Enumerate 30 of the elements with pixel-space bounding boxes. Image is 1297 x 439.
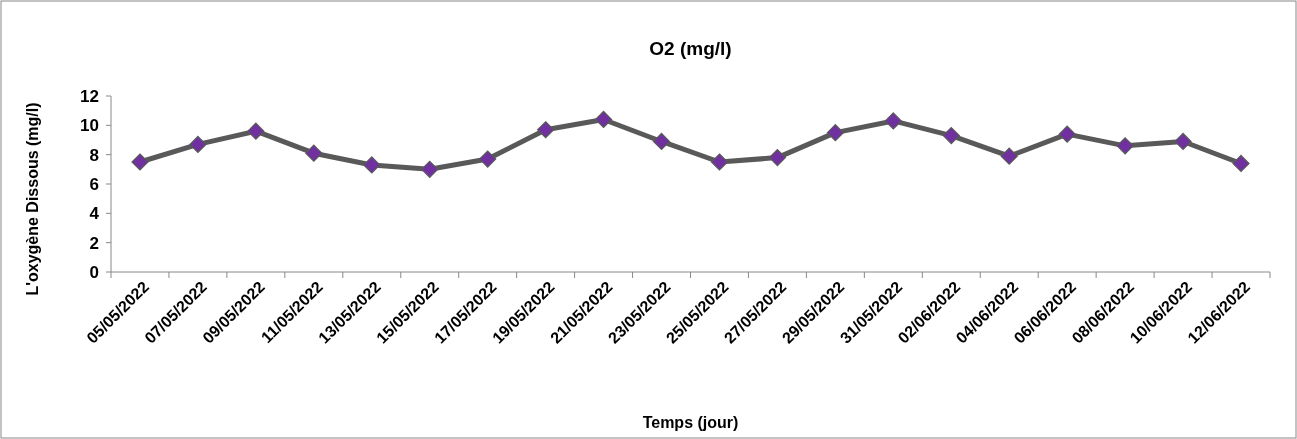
point	[884, 112, 902, 130]
point	[479, 150, 497, 168]
point	[189, 135, 207, 153]
chart-title: O2 (mg/l)	[649, 38, 732, 59]
y-tick-label: 10	[80, 116, 99, 136]
y-tick-label: 4	[89, 204, 100, 224]
point	[305, 144, 323, 162]
x-axis-title: Temps (jour)	[642, 414, 739, 431]
point	[768, 149, 787, 167]
y-tick-label: 0	[89, 262, 99, 282]
point	[363, 156, 381, 174]
y-tick-label: 12	[80, 86, 99, 106]
point	[1058, 125, 1076, 143]
point	[594, 110, 613, 129]
point	[710, 153, 729, 171]
point	[1116, 137, 1134, 155]
point	[942, 127, 960, 145]
point	[826, 124, 844, 142]
y-tick-label: 8	[89, 145, 99, 165]
point	[652, 132, 671, 151]
point	[247, 122, 265, 140]
y-axis-title: L'oxygène Dissous (mg/l)	[24, 102, 41, 296]
point	[1232, 154, 1250, 173]
point	[421, 160, 439, 178]
point	[1000, 147, 1018, 165]
point	[1174, 132, 1192, 151]
y-tick-label: 6	[89, 174, 99, 194]
y-tick-label: 2	[89, 233, 99, 253]
point	[131, 153, 149, 171]
point	[537, 121, 555, 139]
